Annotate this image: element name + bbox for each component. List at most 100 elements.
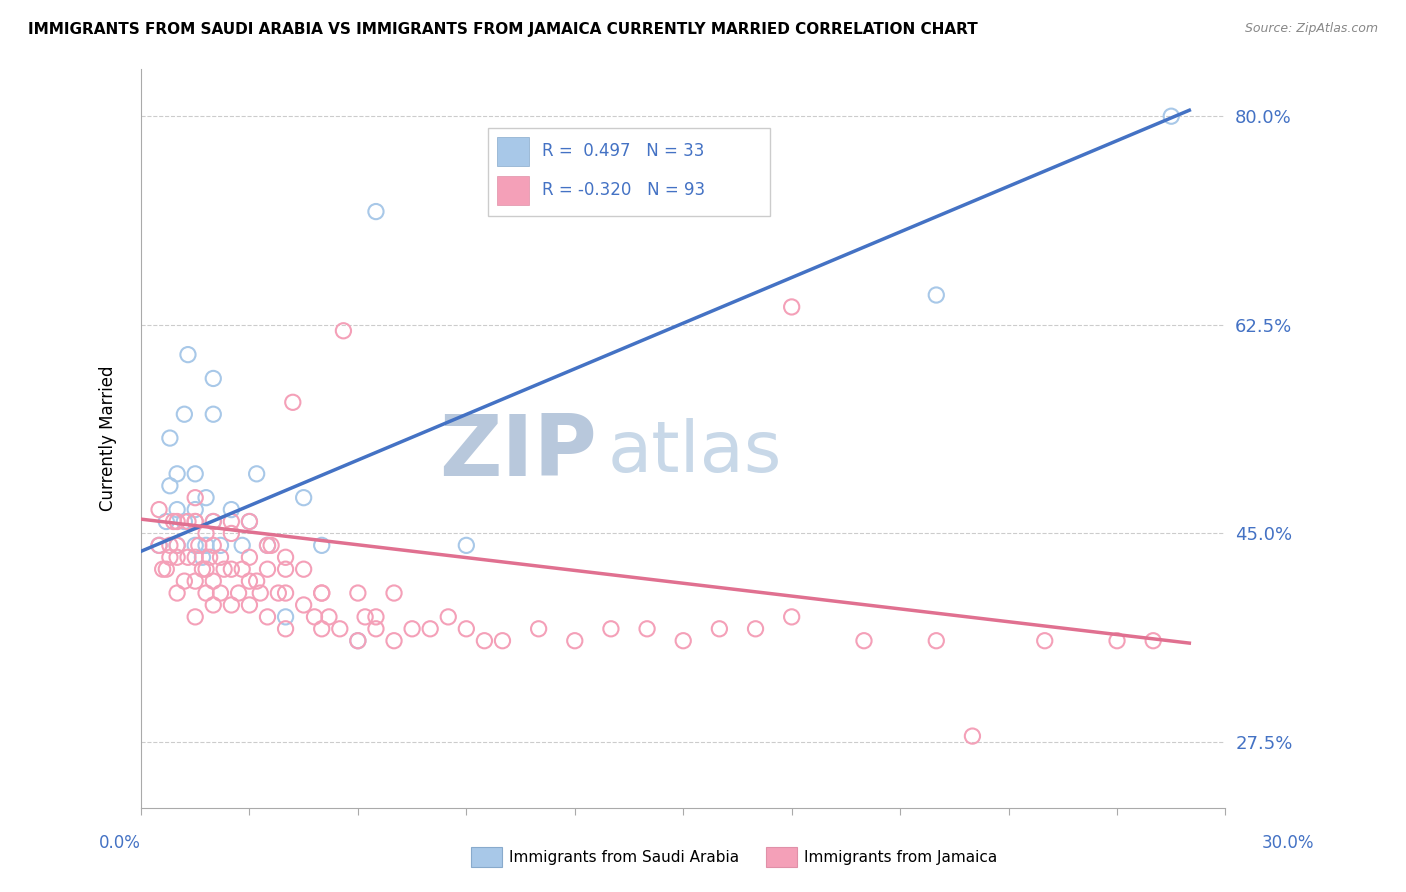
Point xyxy=(256,562,278,576)
Point xyxy=(332,324,354,338)
Point xyxy=(672,633,695,648)
Point xyxy=(382,633,405,648)
Point xyxy=(202,371,225,385)
Point xyxy=(744,622,766,636)
Point xyxy=(636,622,658,636)
Text: ZIP: ZIP xyxy=(439,411,596,494)
Point xyxy=(221,526,243,541)
Point xyxy=(564,633,586,648)
Point xyxy=(173,407,195,421)
Point xyxy=(364,204,387,219)
Point xyxy=(209,550,232,565)
Point xyxy=(212,562,235,576)
Point xyxy=(238,598,260,612)
Point xyxy=(962,729,984,743)
Point xyxy=(925,633,948,648)
Point xyxy=(1105,633,1128,648)
Point xyxy=(347,633,370,648)
Point xyxy=(202,598,225,612)
Point xyxy=(600,813,623,827)
Point xyxy=(152,562,174,576)
Point xyxy=(221,562,243,576)
Bar xyxy=(496,176,529,205)
Point xyxy=(238,515,260,529)
Point xyxy=(221,502,243,516)
Point xyxy=(456,538,478,552)
Point xyxy=(354,610,377,624)
Point xyxy=(311,586,333,600)
Point xyxy=(925,288,948,302)
Point xyxy=(1160,109,1182,123)
Point xyxy=(184,515,207,529)
Point xyxy=(274,586,297,600)
Point xyxy=(166,467,188,481)
Point xyxy=(311,622,333,636)
Point xyxy=(173,574,195,588)
Point xyxy=(166,586,188,600)
Point xyxy=(1033,633,1056,648)
Point xyxy=(267,586,290,600)
Point xyxy=(292,598,315,612)
Text: 30.0%: 30.0% xyxy=(1263,834,1315,852)
Point xyxy=(177,348,200,362)
Point xyxy=(159,550,181,565)
Point xyxy=(256,538,278,552)
Bar xyxy=(496,136,529,166)
Point xyxy=(274,622,297,636)
Y-axis label: Currently Married: Currently Married xyxy=(100,366,117,511)
Point xyxy=(231,538,253,552)
Point xyxy=(304,610,326,624)
Point xyxy=(191,562,214,576)
Point xyxy=(159,538,181,552)
Point xyxy=(198,550,221,565)
Point xyxy=(364,622,387,636)
Point xyxy=(166,538,188,552)
Point xyxy=(155,515,177,529)
Point xyxy=(246,467,269,481)
Point xyxy=(256,610,278,624)
FancyBboxPatch shape xyxy=(488,128,770,217)
Point xyxy=(238,550,260,565)
Point xyxy=(364,610,387,624)
Point xyxy=(209,586,232,600)
Point xyxy=(311,586,333,600)
Point xyxy=(166,538,188,552)
Point xyxy=(852,633,875,648)
Point xyxy=(456,622,478,636)
Point xyxy=(184,491,207,505)
Point xyxy=(148,538,170,552)
Point xyxy=(162,515,184,529)
Point xyxy=(184,467,207,481)
Point xyxy=(600,622,623,636)
Point xyxy=(202,515,225,529)
Text: 0.0%: 0.0% xyxy=(98,834,141,852)
Point xyxy=(184,550,207,565)
Point xyxy=(419,622,441,636)
Point xyxy=(166,502,188,516)
Point xyxy=(195,538,218,552)
Point xyxy=(202,574,225,588)
Point xyxy=(274,610,297,624)
Point xyxy=(177,515,200,529)
Point xyxy=(155,562,177,576)
Point xyxy=(195,526,218,541)
Point xyxy=(195,586,218,600)
Point xyxy=(195,491,218,505)
Point xyxy=(1142,633,1164,648)
Point xyxy=(709,622,731,636)
Point xyxy=(195,562,218,576)
Point xyxy=(159,431,181,445)
Text: Immigrants from Jamaica: Immigrants from Jamaica xyxy=(804,850,997,864)
Point xyxy=(249,586,271,600)
Point xyxy=(191,550,214,565)
Point xyxy=(274,562,297,576)
Point xyxy=(148,538,170,552)
Point xyxy=(184,538,207,552)
Point xyxy=(202,515,225,529)
Point xyxy=(184,502,207,516)
Point xyxy=(260,538,283,552)
Point xyxy=(238,515,260,529)
Point xyxy=(184,610,207,624)
Point xyxy=(292,491,315,505)
Point xyxy=(318,610,340,624)
